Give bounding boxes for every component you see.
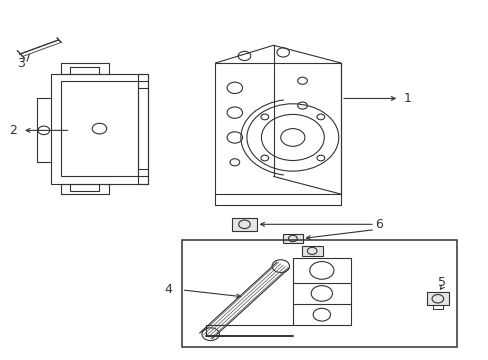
Bar (232, 218, 256, 231)
Bar (301, 246, 322, 256)
Text: 6: 6 (374, 218, 382, 231)
Text: 1: 1 (403, 92, 411, 105)
Text: 4: 4 (164, 283, 172, 296)
Bar (283, 234, 302, 243)
Text: 2: 2 (9, 124, 17, 137)
Bar (51, 74, 147, 184)
Bar (181, 240, 456, 347)
Bar (61, 81, 138, 176)
Text: 5: 5 (437, 276, 445, 289)
Text: 3: 3 (17, 57, 25, 69)
Bar (427, 292, 447, 305)
Bar (215, 63, 341, 194)
